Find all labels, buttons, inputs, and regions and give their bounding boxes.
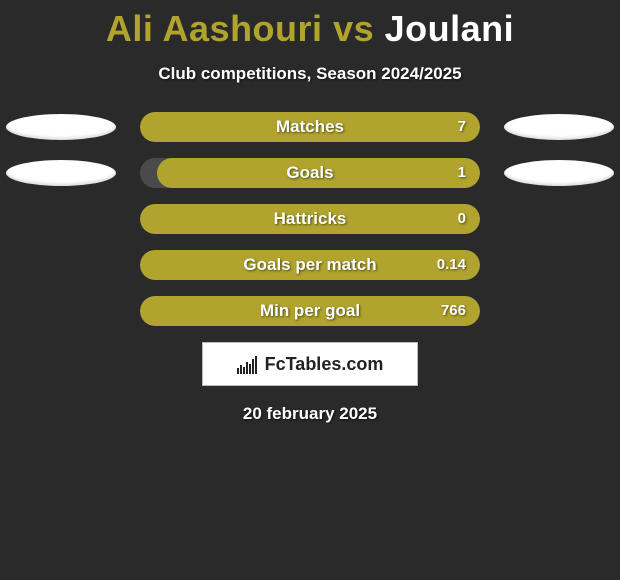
page-title: Ali Aashouri vs Joulani — [0, 0, 620, 50]
stat-row: Min per goal766 — [0, 296, 620, 326]
player1-marker — [6, 114, 116, 140]
stat-row: Goals per match0.14 — [0, 250, 620, 280]
stat-bar: Hattricks0 — [140, 204, 480, 234]
logo-text: FcTables.com — [265, 354, 384, 375]
stat-value: 0.14 — [437, 250, 466, 280]
stat-row: Goals1 — [0, 158, 620, 188]
player1-name: Ali Aashouri — [106, 8, 323, 49]
stat-value: 0 — [458, 204, 466, 234]
stat-label: Matches — [140, 117, 480, 137]
stat-bar: Goals1 — [140, 158, 480, 188]
stat-label: Goals — [140, 163, 480, 183]
stat-bar: Goals per match0.14 — [140, 250, 480, 280]
stat-value: 1 — [458, 158, 466, 188]
stat-row: Hattricks0 — [0, 204, 620, 234]
stat-bar: Min per goal766 — [140, 296, 480, 326]
player2-name: Joulani — [385, 8, 515, 49]
stat-value: 7 — [458, 112, 466, 142]
stat-bar: Matches7 — [140, 112, 480, 142]
player1-marker — [6, 160, 116, 186]
subtitle: Club competitions, Season 2024/2025 — [0, 64, 620, 84]
comparison-chart: Matches7Goals1Hattricks0Goals per match0… — [0, 112, 620, 326]
player2-marker — [504, 114, 614, 140]
fctables-logo[interactable]: FcTables.com — [202, 342, 418, 386]
stat-label: Hattricks — [140, 209, 480, 229]
footer-date: 20 february 2025 — [0, 404, 620, 424]
vs-text: vs — [323, 8, 385, 49]
stat-label: Min per goal — [140, 301, 480, 321]
stat-value: 766 — [441, 296, 466, 326]
player2-marker — [504, 160, 614, 186]
stat-label: Goals per match — [140, 255, 480, 275]
bar-chart-icon — [237, 354, 259, 374]
stat-row: Matches7 — [0, 112, 620, 142]
